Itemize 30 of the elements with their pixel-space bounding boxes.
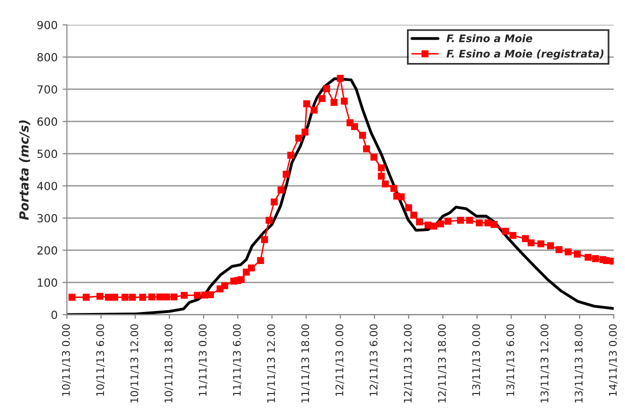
y-tick-label: 100 — [38, 278, 58, 287]
x-tick-label: 12/11/13 0.00 — [335, 324, 344, 396]
x-tick-label: 11/11/13 12.00 — [267, 324, 276, 402]
y-tick-label: 300 — [37, 214, 58, 222]
y-tick-label: 200 — [37, 246, 58, 255]
x-tick-label: 13/11/13 6.00 — [506, 324, 516, 396]
y-axis-title: Portata (mc/s) — [19, 120, 30, 220]
x-tick-label: 13/11/13 12.00 — [540, 324, 550, 402]
legend-label: F. Esino a Moie (registrata) — [446, 50, 604, 60]
y-tick-label: 700 — [38, 85, 58, 94]
x-tick-label: 10/11/13 6.00 — [96, 324, 105, 396]
x-tick-label: 12/11/13 18.00 — [438, 324, 447, 402]
x-tick-label: 10/11/13 12.00 — [130, 324, 140, 402]
x-tick-label: 14/11/13 0.00 — [608, 324, 618, 396]
x-tick-label: 10/11/13 0.00 — [62, 324, 71, 396]
y-tick-label: 800 — [37, 53, 58, 62]
x-tick-label: 11/11/13 18.00 — [301, 324, 310, 402]
y-tick-label: 900 — [37, 20, 58, 30]
x-tick-label: 13/11/13 0.00 — [472, 324, 481, 396]
x-tick-label: 11/11/13 6.00 — [232, 324, 242, 396]
y-tick-label: 500 — [37, 150, 58, 158]
y-tick-label: 0 — [52, 310, 58, 320]
x-tick-label: 11/11/13 0.00 — [198, 324, 208, 396]
x-tick-label: 12/11/13 12.00 — [404, 324, 413, 402]
x-tick-label: 13/11/13 18.00 — [574, 324, 584, 402]
legend-label: F. Esino a Moie — [446, 34, 532, 42]
x-tick-label: 10/11/13 18.00 — [164, 324, 174, 402]
y-tick-label: 600 — [37, 117, 58, 126]
y-tick-label: 400 — [37, 182, 58, 190]
x-tick-label: 12/11/13 6.00 — [370, 324, 378, 396]
